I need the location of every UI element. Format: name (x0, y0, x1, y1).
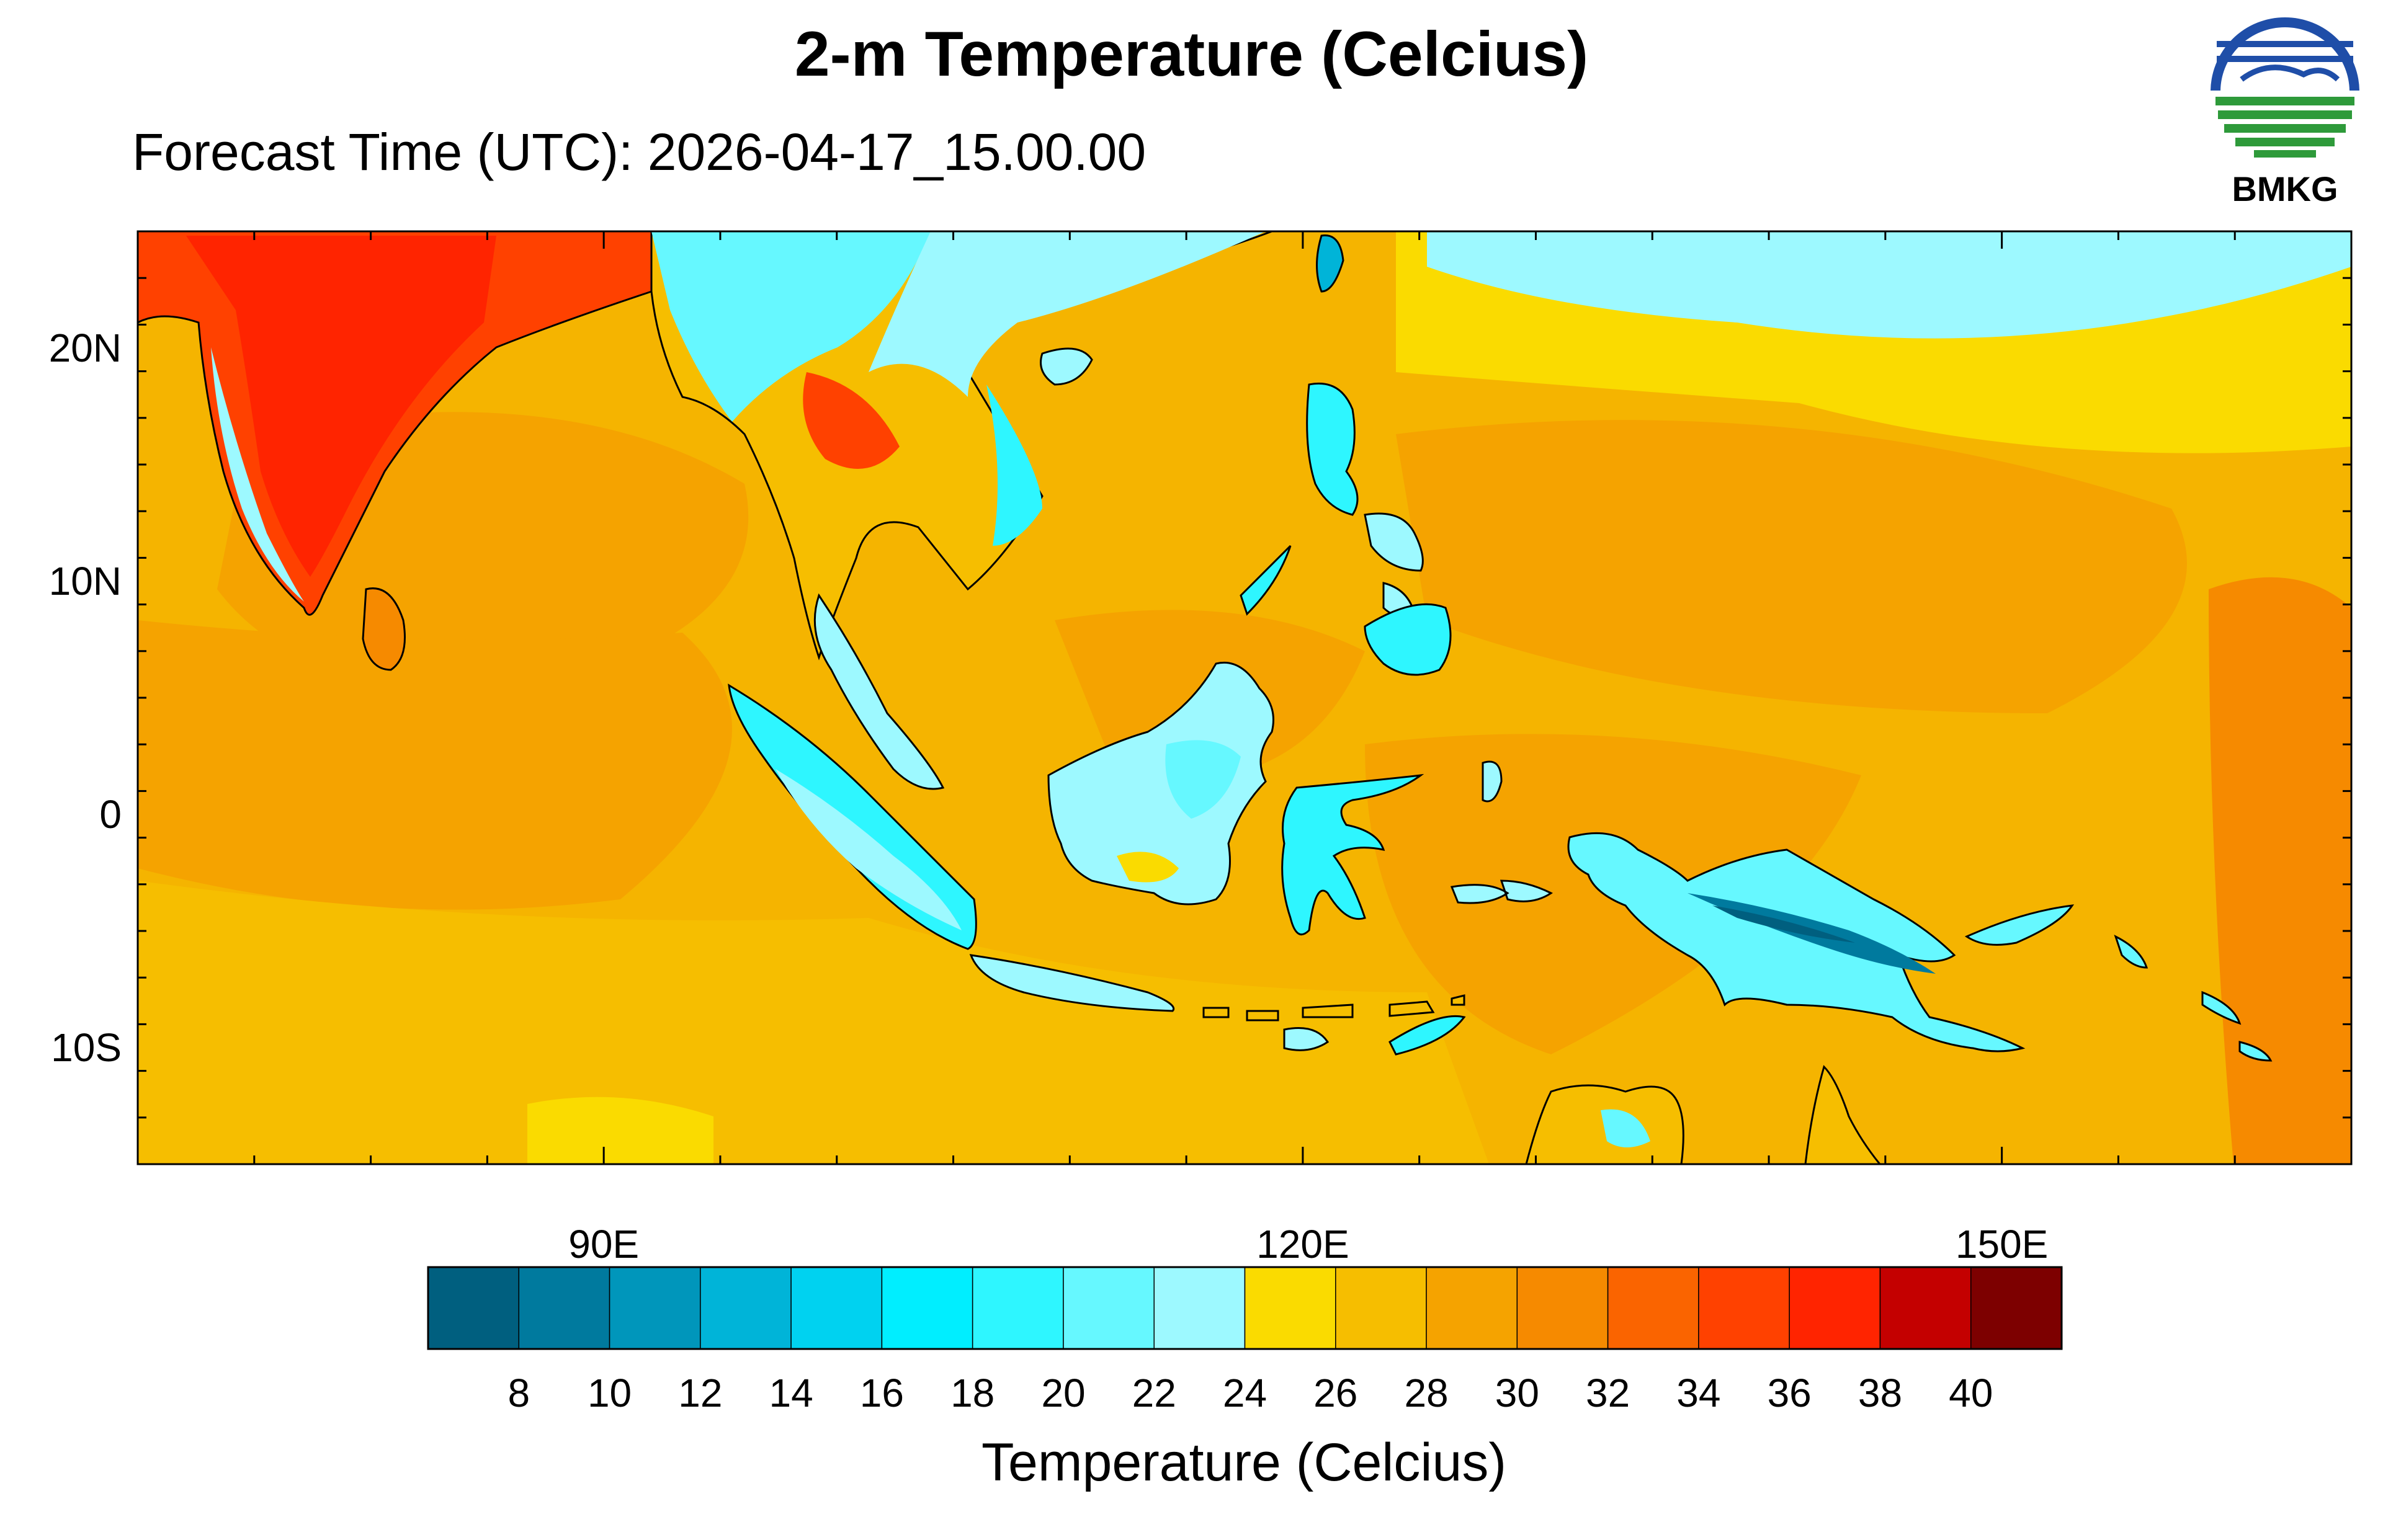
colorbar-level-label: 24 (1223, 1371, 1267, 1415)
bmkg-logo-emblem (2211, 17, 2359, 158)
north-pacific-cyan (1427, 231, 2351, 339)
colorbar-swatch (790, 1266, 883, 1350)
latitude-axis: 20N 10N 0 10S (49, 230, 2351, 1165)
colorbar-swatch (1153, 1266, 1246, 1350)
taiwan-land (1316, 234, 1344, 293)
lat-tick-label: 20N (49, 326, 122, 370)
colorbar-level-label: 8 (507, 1371, 530, 1415)
colorbar-level-label: 28 (1404, 1371, 1448, 1415)
colorbar-swatch (1516, 1266, 1609, 1350)
bmkg-logo: BMKG (2211, 17, 2359, 210)
lat-tick-label: 10N (49, 559, 122, 603)
temperature-field (138, 231, 2351, 1164)
lon-tick-label: 90E (568, 1222, 639, 1266)
colorbar-frame (427, 1266, 2063, 1350)
colorbar-swatch (700, 1266, 792, 1350)
borneo-land (1047, 661, 1274, 906)
colorbar-level-label: 22 (1132, 1371, 1176, 1415)
sulawesi-land (1281, 773, 1424, 936)
indian-ocean-warm (138, 620, 732, 910)
forecast-time-subtitle: Forecast Time (UTC): 2026-04-17_15.00.00 (132, 123, 1147, 181)
vietnam-highlands (986, 385, 1042, 546)
colorbar-swatch (1698, 1266, 1790, 1350)
palawan-land (1240, 545, 1292, 616)
colorbar-swatch (427, 1266, 520, 1350)
lat-tick-label: 0 (99, 792, 122, 837)
new-guinea-land (1567, 832, 2026, 1053)
hainan-land (1040, 347, 1093, 386)
colorbar-level-label: 26 (1313, 1371, 1357, 1415)
colorbar-swatch (1970, 1266, 2062, 1350)
malay-peninsula-land (813, 593, 945, 790)
borneo-south-warm (1117, 852, 1179, 883)
colorbar-level-label: 36 (1768, 1371, 1812, 1415)
new-britain-land (1964, 904, 2075, 946)
maluku-islands (1450, 760, 1553, 904)
bmkg-logo-text: BMKG (2232, 169, 2338, 208)
colorbar-swatch (1063, 1266, 1155, 1350)
colorbar-level-label: 14 (769, 1371, 813, 1415)
new-guinea-peaks (1712, 906, 1855, 943)
colorbar-level-label: 16 (860, 1371, 904, 1415)
colorbar-level-label: 12 (678, 1371, 722, 1415)
colorbar-level-label: 38 (1858, 1371, 1902, 1415)
java-land (969, 954, 1175, 1012)
thailand-hot (803, 372, 900, 469)
cape-york-land (1804, 1065, 1881, 1164)
lesser-sunda-islands (1202, 994, 1465, 1021)
colorbar-level-label: 10 (588, 1371, 632, 1415)
borneo-highlands (1165, 740, 1241, 819)
pacific-east-warm (2209, 577, 2351, 1164)
colorbar-swatch (609, 1266, 701, 1350)
solomon-islands (2114, 935, 2273, 1062)
colorbar-swatch (1607, 1266, 1699, 1350)
colorbar-level-label: 20 (1041, 1371, 1085, 1415)
lon-tick-label: 120E (1256, 1222, 1349, 1266)
colorbar-swatch (1789, 1266, 1881, 1350)
longitude-axis: 90E 120E 150E (253, 231, 2353, 1266)
colorbar-swatch (1244, 1266, 1336, 1350)
colorbar-swatch (518, 1266, 610, 1350)
south-patch-yellow (527, 1097, 713, 1164)
colorbar-title: Temperature (Celcius) (981, 1433, 1506, 1492)
pacific-warm (1396, 420, 2187, 713)
mindanao-land (1364, 603, 1452, 676)
colorbar-swatch (1879, 1266, 1972, 1350)
colorbar-swatch (1426, 1266, 1518, 1350)
india-hot-core (186, 236, 496, 577)
colorbar: 8 10 12 14 16 18 20 22 24 26 28 30 32 34 36 38 40 (427, 1266, 2063, 1415)
arnhem-cool (1601, 1109, 1650, 1147)
colorbar-level-label: 30 (1495, 1371, 1539, 1415)
sumatra-lowland (776, 769, 962, 930)
colorbar-level-label: 32 (1586, 1371, 1630, 1415)
luzon-land (1306, 382, 1359, 516)
colorbar-swatch (1335, 1266, 1427, 1350)
lon-tick-label: 150E (1956, 1222, 2048, 1266)
colorbar-level-label: 18 (950, 1371, 995, 1415)
colorbar-level-label: 34 (1676, 1371, 1720, 1415)
timor-land (1388, 1015, 1466, 1056)
colorbar-level-label: 40 (1949, 1371, 1993, 1415)
colorbar-swatch (972, 1266, 1064, 1350)
southern-china-cool (869, 231, 1266, 397)
lat-tick-label: 10S (51, 1025, 122, 1070)
sumba-land (1283, 1027, 1330, 1051)
sri-lanka-land (362, 587, 406, 671)
colorbar-swatch (881, 1266, 973, 1350)
southern-ocean-cool (138, 881, 1489, 1164)
map-title: 2-m Temperature (Celcius) (794, 19, 1589, 89)
myanmar-highlands (651, 231, 931, 422)
